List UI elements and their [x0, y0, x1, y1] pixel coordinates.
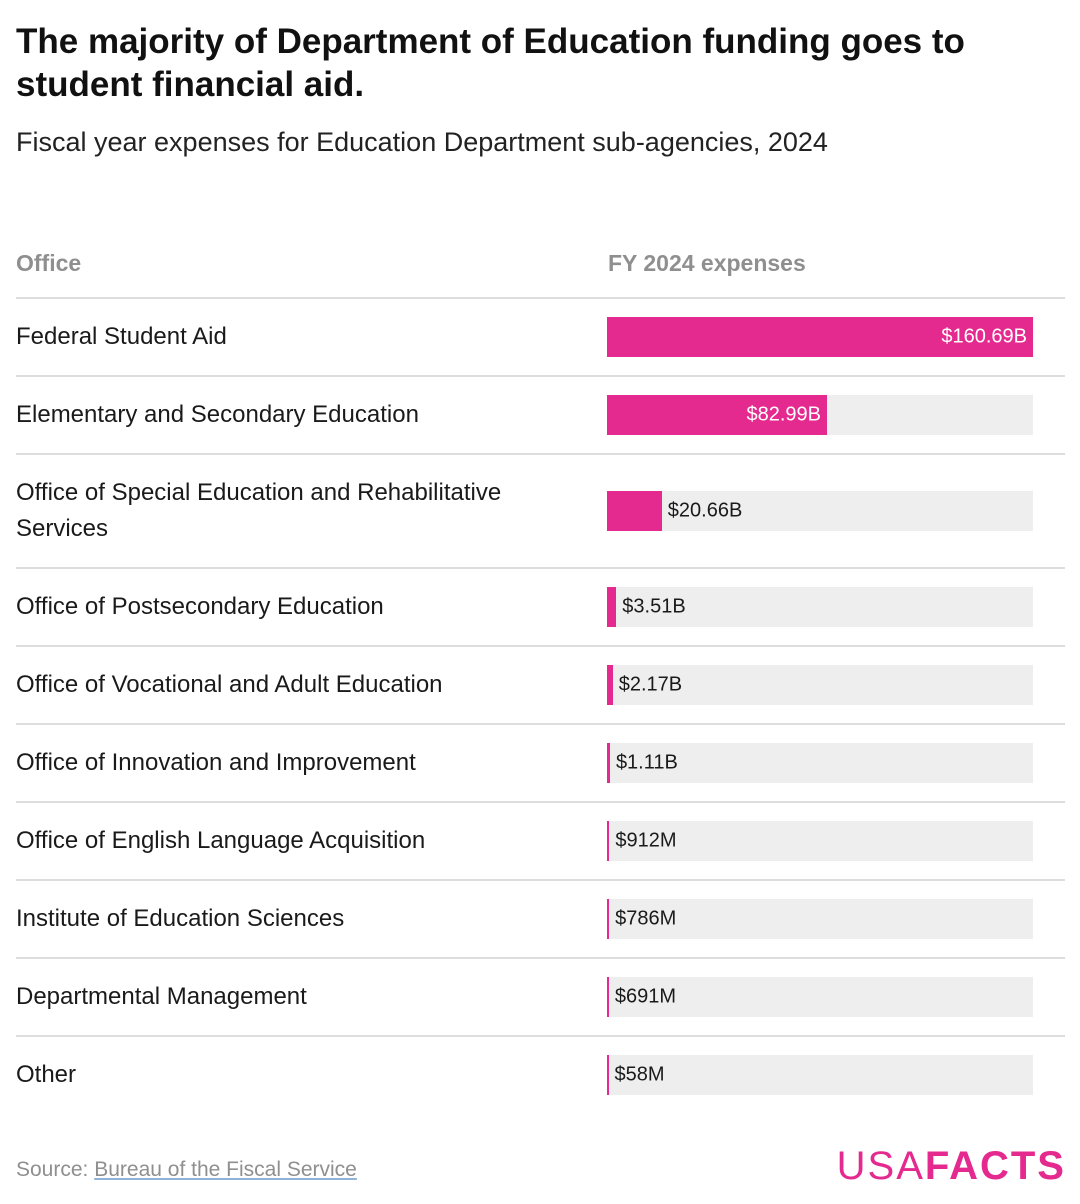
bar-track: $20.66B: [607, 491, 1033, 531]
bar: [607, 977, 609, 1017]
table-row: Other $58M: [16, 1035, 1065, 1113]
bar-value-label: $691M: [614, 985, 676, 1008]
office-label: Elementary and Secondary Education: [16, 401, 419, 428]
bar-track: $2.17B: [607, 665, 1033, 705]
bar: [607, 1055, 609, 1095]
table-row: Office of Innovation and Improvement $1.1…: [16, 723, 1065, 801]
office-label: Other: [16, 1061, 77, 1088]
bar-table: Federal Student Aid $160.69B Elementary an…: [16, 297, 1065, 1113]
table-row: Office of English Language Acquisition $9…: [16, 801, 1065, 879]
usafacts-logo: USAFACTS: [837, 1144, 1066, 1189]
source-prefix: Source:: [16, 1158, 95, 1181]
bar-value-label: $82.99B: [746, 403, 822, 426]
bar-value-label: $912M: [615, 829, 677, 852]
office-label: Office of English Language Acquisition: [16, 827, 426, 854]
bar-value-label: $160.69B: [941, 325, 1027, 348]
table-row: Office of Vocational and Adult Education…: [16, 645, 1065, 723]
logo-usa: USA: [836, 1144, 925, 1188]
bar: [607, 395, 827, 435]
bar-value-label: $3.51B: [622, 595, 686, 618]
bar: [607, 899, 610, 939]
column-header-expenses: FY 2024 expenses: [608, 250, 806, 276]
bar: [607, 821, 610, 861]
office-label: Institute of Education Sciences: [16, 905, 345, 932]
table-row: Departmental Management $691M: [16, 957, 1065, 1035]
bar-track: $58M: [607, 1055, 1033, 1095]
office-label: Office of Innovation and Improvement: [16, 749, 416, 776]
bar-track: $160.69B: [607, 317, 1033, 357]
bar-track: $912M: [607, 821, 1033, 861]
chart-subtitle: Fiscal year expenses for Education Depar…: [16, 127, 828, 157]
bar: [607, 743, 610, 783]
bar: [607, 317, 1033, 357]
source-link[interactable]: Bureau of the Fiscal Service: [94, 1158, 357, 1181]
bar: [607, 587, 617, 627]
office-label: Federal Student Aid: [16, 323, 227, 350]
bar-value-label: $786M: [615, 907, 677, 930]
source-note: Source: Bureau of the Fiscal Service: [16, 1158, 357, 1182]
table-row: Office of Postsecondary Education $3.51B: [16, 567, 1065, 645]
bar-track: $691M: [607, 977, 1033, 1017]
bar: [607, 491, 662, 531]
office-label: Office of Special Education and Rehabili…: [16, 479, 502, 542]
bar-value-label: $1.11B: [615, 751, 678, 774]
column-header-office: Office: [16, 250, 82, 276]
table-row: Institute of Education Sciences $786M: [16, 879, 1065, 957]
chart-title: The majority of Department of Education …: [16, 22, 965, 104]
office-label: Office of Vocational and Adult Education: [16, 671, 443, 698]
table-row: Federal Student Aid $160.69B: [16, 297, 1065, 375]
bar-track: $1.11B: [607, 743, 1033, 783]
bar-track: $3.51B: [607, 587, 1033, 627]
office-label: Office of Postsecondary Education: [16, 593, 384, 620]
bar-value-label: $58M: [614, 1063, 665, 1086]
bar-value-label: $20.66B: [667, 499, 743, 522]
bar-value-label: $2.17B: [618, 673, 683, 696]
office-label: Departmental Management: [16, 983, 307, 1010]
table-row: Elementary and Secondary Education $82.99…: [16, 375, 1065, 453]
bar: [607, 665, 613, 705]
bar-track: $786M: [607, 899, 1033, 939]
logo-facts: FACTS: [924, 1144, 1066, 1188]
table-row: Office of Special Education and Rehabili…: [16, 453, 1065, 567]
bar-track: $82.99B: [607, 395, 1033, 435]
